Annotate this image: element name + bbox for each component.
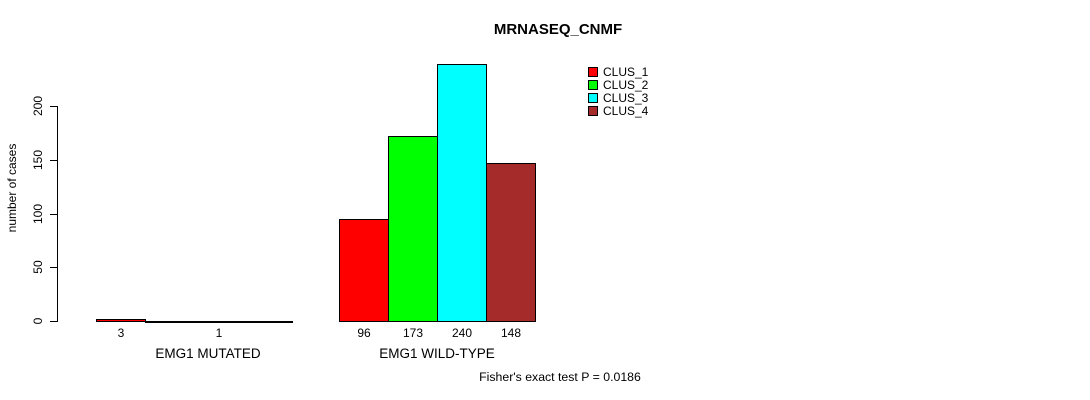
bar-clus_3-emg1-wild-type <box>437 64 487 322</box>
y-tick-0 <box>50 321 57 322</box>
legend-swatch-clus_4 <box>588 106 598 116</box>
bar-clus_3-emg1-mutated <box>194 321 244 323</box>
bar-clus_4-emg1-wild-type <box>486 163 536 322</box>
bar-value-label-3: 3 <box>117 326 125 340</box>
y-tick-100 <box>50 214 57 215</box>
y-tick-label-200: 200 <box>31 95 45 117</box>
y-tick-label-100: 100 <box>31 203 45 225</box>
y-tick-150 <box>50 160 57 161</box>
y-tick-label-50: 50 <box>31 260 45 274</box>
y-tick-label-0: 0 <box>31 317 45 325</box>
bar-clus_2-emg1-mutated <box>145 321 195 323</box>
legend-label-clus_2: CLUS_2 <box>603 78 649 92</box>
y-tick-label-150: 150 <box>31 149 45 171</box>
annotation-fishers-test: Fisher's exact test P = 0.0186 <box>479 370 641 384</box>
bar-clus_4-emg1-mutated <box>243 321 293 323</box>
y-tick-50 <box>50 267 57 268</box>
bar-value-label-1: 1 <box>215 326 223 340</box>
bar-value-label-173: 173 <box>402 326 424 340</box>
bar-clus_1-emg1-wild-type <box>339 219 389 322</box>
x-group-label-emg1-wild-type: EMG1 WILD-TYPE <box>379 346 495 361</box>
legend: CLUS_1 CLUS_2 CLUS_3 CLUS_4 <box>588 65 708 127</box>
legend-label-clus_1: CLUS_1 <box>603 65 649 79</box>
bar-clus_2-emg1-wild-type <box>388 136 438 322</box>
legend-label-clus_3: CLUS_3 <box>603 91 649 105</box>
bar-clus_1-emg1-mutated <box>96 319 146 322</box>
legend-label-clus_4: CLUS_4 <box>603 104 649 118</box>
bar-value-label-96: 96 <box>357 326 371 340</box>
bar-value-label-240: 240 <box>451 326 473 340</box>
bar-value-label-148: 148 <box>500 326 522 340</box>
x-group-label-emg1-mutated: EMG1 MUTATED <box>155 346 261 361</box>
legend-swatch-clus_3 <box>588 93 598 103</box>
legend-swatch-clus_2 <box>588 80 598 90</box>
chart-title: MRNASEQ_CNMF <box>493 21 623 38</box>
y-axis-line <box>57 106 58 322</box>
legend-swatch-clus_1 <box>588 67 598 77</box>
y-tick-200 <box>50 106 57 107</box>
